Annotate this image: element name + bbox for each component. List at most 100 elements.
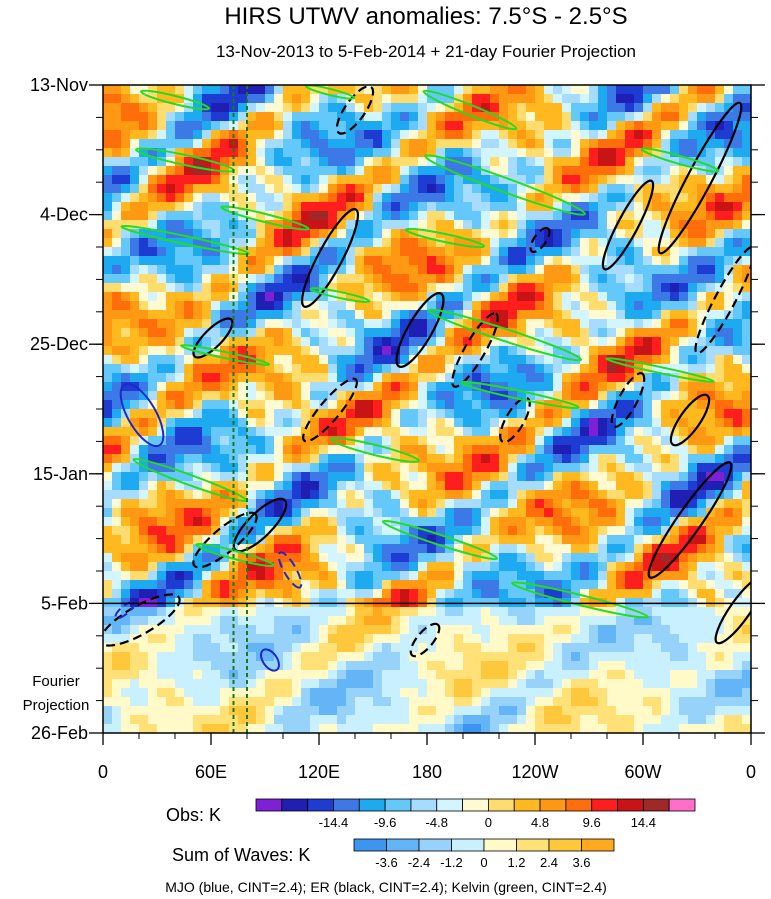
anomaly-cell (409, 445, 419, 455)
anomaly-cell (715, 328, 725, 338)
anomaly-cell (427, 472, 437, 482)
anomaly-cell (616, 310, 626, 320)
anomaly-cell (643, 211, 653, 221)
anomaly-cell (202, 580, 212, 590)
anomaly-cell (544, 274, 554, 284)
anomaly-cell (202, 238, 212, 248)
anomaly-cell (688, 553, 698, 563)
anomaly-cell (310, 130, 320, 140)
anomaly-cell (427, 571, 437, 581)
anomaly-cell (409, 121, 419, 131)
anomaly-cell (283, 409, 293, 419)
anomaly-cell (526, 328, 536, 338)
anomaly-cell (517, 499, 527, 509)
anomaly-cell (103, 121, 113, 131)
anomaly-cell (292, 265, 302, 275)
anomaly-cell (580, 184, 590, 194)
anomaly-cell (688, 112, 698, 122)
anomaly-cell (130, 238, 140, 248)
anomaly-cell (256, 391, 266, 401)
anomaly-cell (679, 427, 689, 437)
anomaly-cell (103, 697, 113, 707)
anomaly-cell (148, 688, 158, 698)
anomaly-cell (157, 562, 167, 572)
anomaly-cell (481, 274, 491, 284)
anomaly-cell (526, 292, 536, 302)
anomaly-cell (616, 526, 626, 536)
anomaly-cell (157, 481, 167, 491)
anomaly-cell (427, 238, 437, 248)
anomaly-cell (445, 454, 455, 464)
anomaly-cell (409, 274, 419, 284)
anomaly-cell (157, 328, 167, 338)
anomaly-cell (256, 328, 266, 338)
anomaly-cell (526, 202, 536, 212)
anomaly-cell (355, 265, 365, 275)
anomaly-cell (112, 328, 122, 338)
anomaly-cell (328, 661, 338, 671)
anomaly-cell (193, 625, 203, 635)
anomaly-cell (400, 688, 410, 698)
anomaly-cell (436, 571, 446, 581)
anomaly-cell (157, 382, 167, 392)
anomaly-cell (652, 634, 662, 644)
anomaly-cell (283, 553, 293, 563)
anomaly-cell (661, 85, 671, 95)
anomaly-cell (652, 238, 662, 248)
anomaly-cell (481, 463, 491, 473)
anomaly-cell (652, 544, 662, 554)
anomaly-cell (382, 175, 392, 185)
anomaly-cell (166, 391, 176, 401)
anomaly-cell (256, 238, 266, 248)
anomaly-cell (499, 364, 509, 374)
anomaly-cell (184, 301, 194, 311)
anomaly-cell (571, 445, 581, 455)
anomaly-cell (742, 265, 751, 275)
anomaly-cell (337, 553, 347, 563)
anomaly-cell (553, 202, 563, 212)
anomaly-cell (598, 337, 608, 347)
anomaly-cell (292, 607, 302, 617)
anomaly-cell (697, 670, 707, 680)
anomaly-cell (391, 265, 401, 275)
anomaly-cell (364, 166, 374, 176)
anomaly-cell (319, 535, 329, 545)
anomaly-cell (679, 328, 689, 338)
anomaly-cell (652, 427, 662, 437)
anomaly-cell (445, 355, 455, 365)
anomaly-cell (220, 382, 230, 392)
anomaly-cell (175, 490, 185, 500)
anomaly-cell (616, 517, 626, 527)
anomaly-cell (418, 346, 428, 356)
anomaly-cell (328, 157, 338, 167)
anomaly-cell (139, 103, 149, 113)
anomaly-cell (391, 436, 401, 446)
anomaly-cell (211, 562, 221, 572)
anomaly-cell (544, 490, 554, 500)
anomaly-cell (238, 490, 248, 500)
anomaly-cell (283, 481, 293, 491)
anomaly-cell (130, 184, 140, 194)
anomaly-cell (742, 643, 751, 653)
anomaly-cell (589, 418, 599, 428)
anomaly-cell (382, 166, 392, 176)
anomaly-cell (508, 193, 518, 203)
anomaly-cell (688, 544, 698, 554)
anomaly-cell (265, 643, 275, 653)
anomaly-cell (346, 193, 356, 203)
anomaly-cell (616, 616, 626, 626)
anomaly-cell (616, 418, 626, 428)
anomaly-cell (373, 454, 383, 464)
anomaly-cell (418, 355, 428, 365)
anomaly-cell (616, 148, 626, 158)
anomaly-cell (643, 364, 653, 374)
anomaly-cell (175, 94, 185, 104)
anomaly-cell (382, 148, 392, 158)
anomaly-cell (535, 310, 545, 320)
anomaly-cell (679, 139, 689, 149)
anomaly-cell (391, 400, 401, 410)
anomaly-cell (418, 202, 428, 212)
anomaly-cell (373, 490, 383, 500)
anomaly-cell (724, 319, 734, 329)
anomaly-cell (652, 292, 662, 302)
